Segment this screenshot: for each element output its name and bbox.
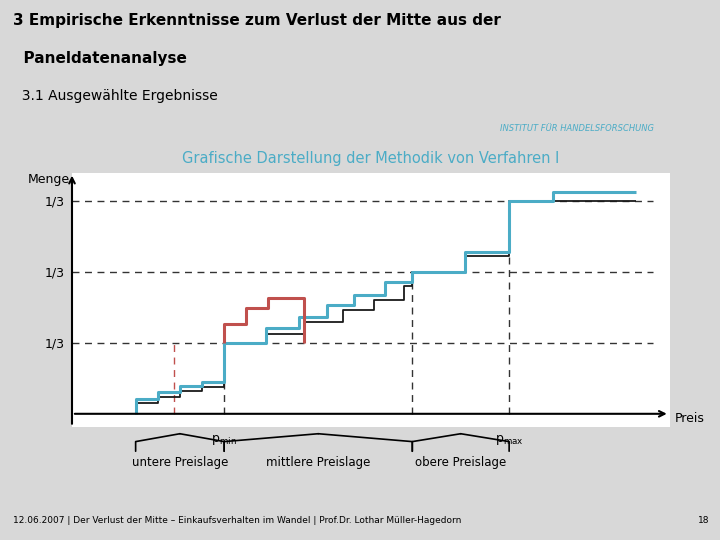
Text: p$_{\mathregular{min}}$: p$_{\mathregular{min}}$ bbox=[211, 433, 237, 447]
Title: Grafische Darstellung der Methodik von Verfahren I: Grafische Darstellung der Methodik von V… bbox=[182, 151, 559, 166]
Text: untere Preislage: untere Preislage bbox=[132, 456, 228, 469]
Text: Preis: Preis bbox=[675, 411, 705, 424]
Text: obere Preislage: obere Preislage bbox=[415, 456, 506, 469]
Text: 12.06.2007 | Der Verlust der Mitte – Einkaufsverhalten im Wandel | Prof.Dr. Loth: 12.06.2007 | Der Verlust der Mitte – Ein… bbox=[13, 516, 462, 524]
Text: Paneldatenanalyse: Paneldatenanalyse bbox=[13, 51, 186, 66]
Text: mittlere Preislage: mittlere Preislage bbox=[266, 456, 370, 469]
Text: Menge: Menge bbox=[28, 173, 70, 186]
Text: 3.1 Ausgewählte Ergebnisse: 3.1 Ausgewählte Ergebnisse bbox=[13, 89, 217, 103]
Text: 3 Empirische Erkenntnisse zum Verlust der Mitte aus der: 3 Empirische Erkenntnisse zum Verlust de… bbox=[13, 14, 501, 29]
Text: 18: 18 bbox=[698, 516, 709, 524]
Text: INSTITUT FÜR HANDELSFORSCHUNG: INSTITUT FÜR HANDELSFORSCHUNG bbox=[500, 124, 654, 133]
Text: p$_{\mathregular{max}}$: p$_{\mathregular{max}}$ bbox=[495, 433, 523, 447]
